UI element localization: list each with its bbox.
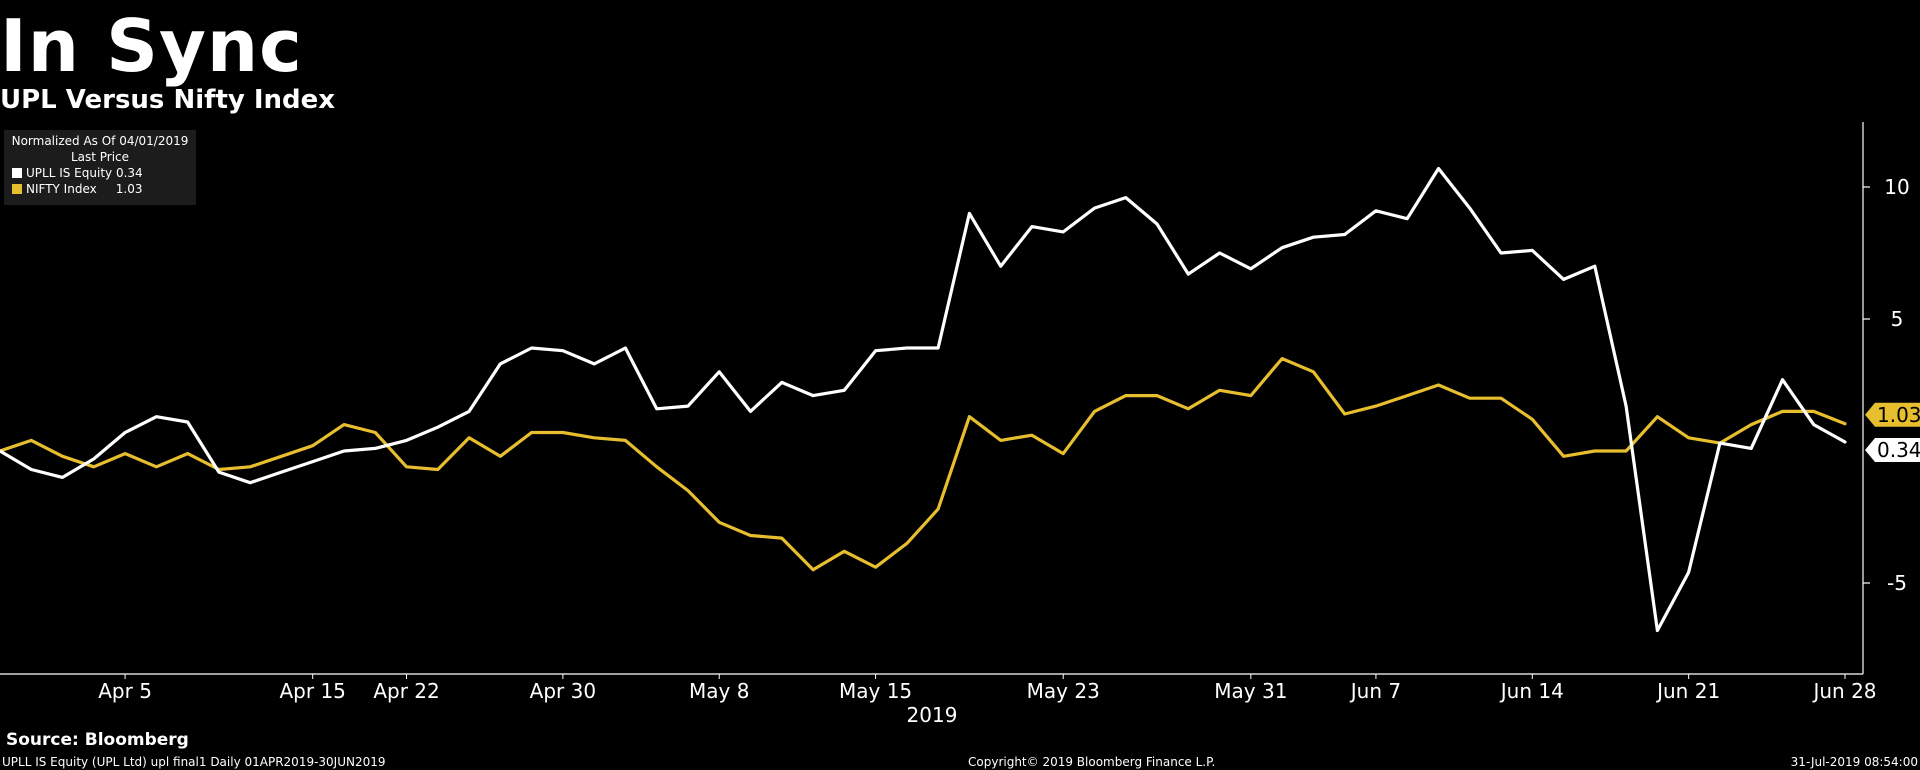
footer-copyright: Copyright© 2019 Bloomberg Finance L.P. bbox=[968, 755, 1216, 769]
chart-title: In Sync bbox=[0, 4, 303, 88]
legend-label-upll: UPLL IS Equity bbox=[26, 166, 113, 180]
legend-item-nifty: NIFTY Index 1.03 bbox=[4, 181, 196, 197]
x-axis-label: 2019 bbox=[907, 703, 958, 727]
series-line-upll bbox=[0, 166, 1847, 633]
x-tick-label: Jun 7 bbox=[1349, 679, 1401, 703]
x-tick-label: May 8 bbox=[689, 679, 749, 703]
x-tick-label: Apr 22 bbox=[373, 679, 439, 703]
footer-security-info: UPLL IS Equity (UPL Ltd) upl final1 Dail… bbox=[2, 755, 386, 769]
x-tick-label: May 15 bbox=[839, 679, 912, 703]
footer-timestamp: 31-Jul-2019 08:54:00 bbox=[1790, 755, 1918, 769]
last-value-flag-upll bbox=[1865, 438, 1920, 463]
x-tick-label: Apr 30 bbox=[530, 679, 596, 703]
legend-header-last-price: Last Price bbox=[70, 150, 130, 164]
y-tick-label--5: -5 bbox=[1887, 571, 1907, 595]
legend-header-normalized: Normalized As Of 04/01/2019 bbox=[11, 134, 189, 148]
x-tick-label: Jun 21 bbox=[1655, 679, 1720, 703]
legend-swatch-upll bbox=[12, 168, 22, 178]
y-tick-label-10: 10 bbox=[1884, 175, 1909, 199]
last-value-label-nifty: 1.03 bbox=[1877, 403, 1920, 427]
legend-swatch-nifty bbox=[12, 184, 22, 194]
legend-item-upll: UPLL IS Equity 0.34 bbox=[4, 165, 196, 181]
x-tick-label: Apr 5 bbox=[98, 679, 152, 703]
legend-value-nifty: 1.03 bbox=[115, 182, 143, 196]
legend-box: Normalized As Of 04/01/2019 Last Price U… bbox=[4, 130, 196, 205]
x-tick-label: May 31 bbox=[1214, 679, 1287, 703]
x-tick-label: May 23 bbox=[1027, 679, 1100, 703]
legend-label-nifty: NIFTY Index bbox=[26, 182, 97, 196]
x-tick-label: Apr 15 bbox=[280, 679, 346, 703]
chart-subtitle: UPL Versus Nifty Index bbox=[0, 85, 336, 115]
x-tick-label: Jun 28 bbox=[1811, 679, 1876, 703]
last-value-label-upll: 0.34 bbox=[1877, 438, 1920, 462]
series-line-nifty bbox=[0, 357, 1847, 572]
y-tick-label-5: 5 bbox=[1891, 307, 1904, 331]
legend-value-upll: 0.34 bbox=[115, 166, 143, 180]
source-note: Source: Bloomberg bbox=[6, 730, 189, 750]
last-value-flag-nifty bbox=[1865, 402, 1920, 427]
x-tick-label: Jun 14 bbox=[1499, 679, 1564, 703]
